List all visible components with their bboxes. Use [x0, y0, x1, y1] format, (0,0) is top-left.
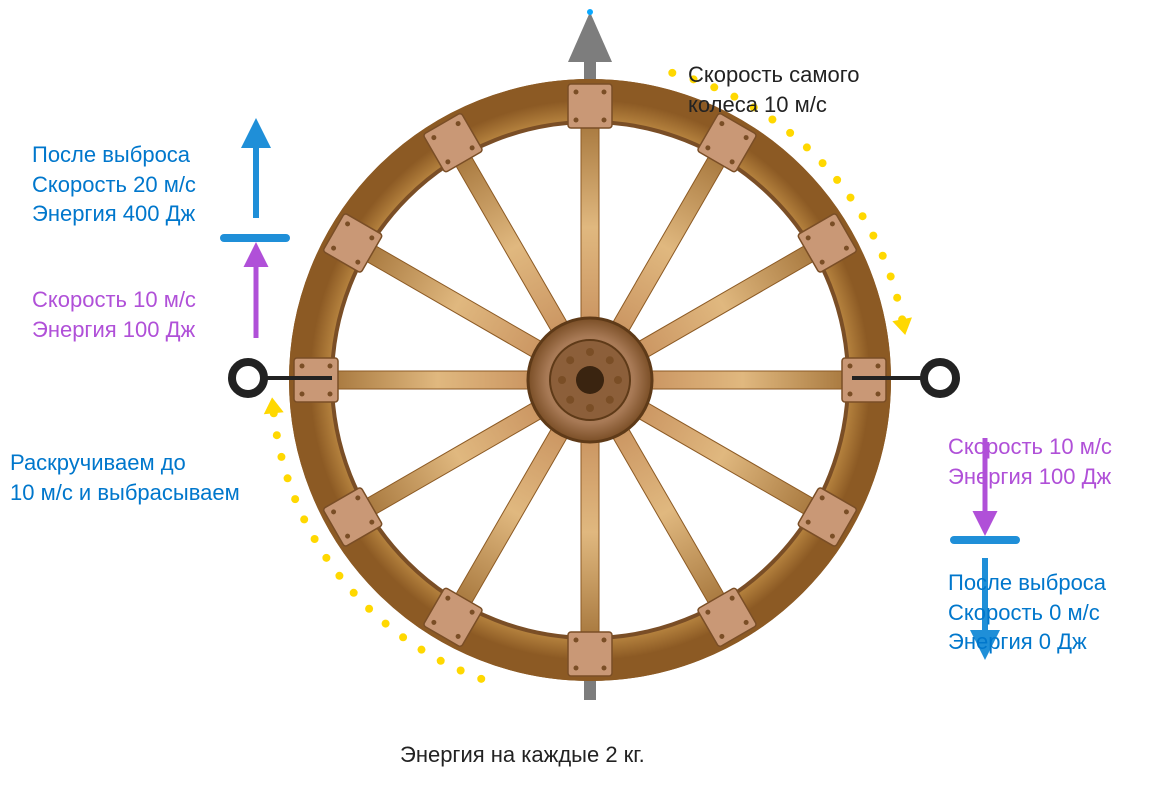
label-right-before: Скорость 10 м/с Энергия 100 Дж: [948, 432, 1112, 491]
label-bottom: Энергия на каждые 2 кг.: [400, 740, 645, 770]
left-blue-bar: [220, 234, 290, 242]
label-left-before: Скорость 10 м/с Энергия 100 Дж: [32, 285, 196, 344]
diagram-stage: [0, 0, 1176, 785]
wheel: [292, 82, 888, 678]
label-wheel-speed: Скорость самого колеса 10 м/с: [688, 60, 860, 119]
label-left-spin: Раскручиваем до 10 м/с и выбрасываем: [10, 448, 240, 507]
label-left-after: После выброса Скорость 20 м/с Энергия 40…: [32, 140, 196, 229]
right-blue-bar: [950, 536, 1020, 544]
label-right-after: После выброса Скорость 0 м/с Энергия 0 Д…: [948, 568, 1106, 657]
